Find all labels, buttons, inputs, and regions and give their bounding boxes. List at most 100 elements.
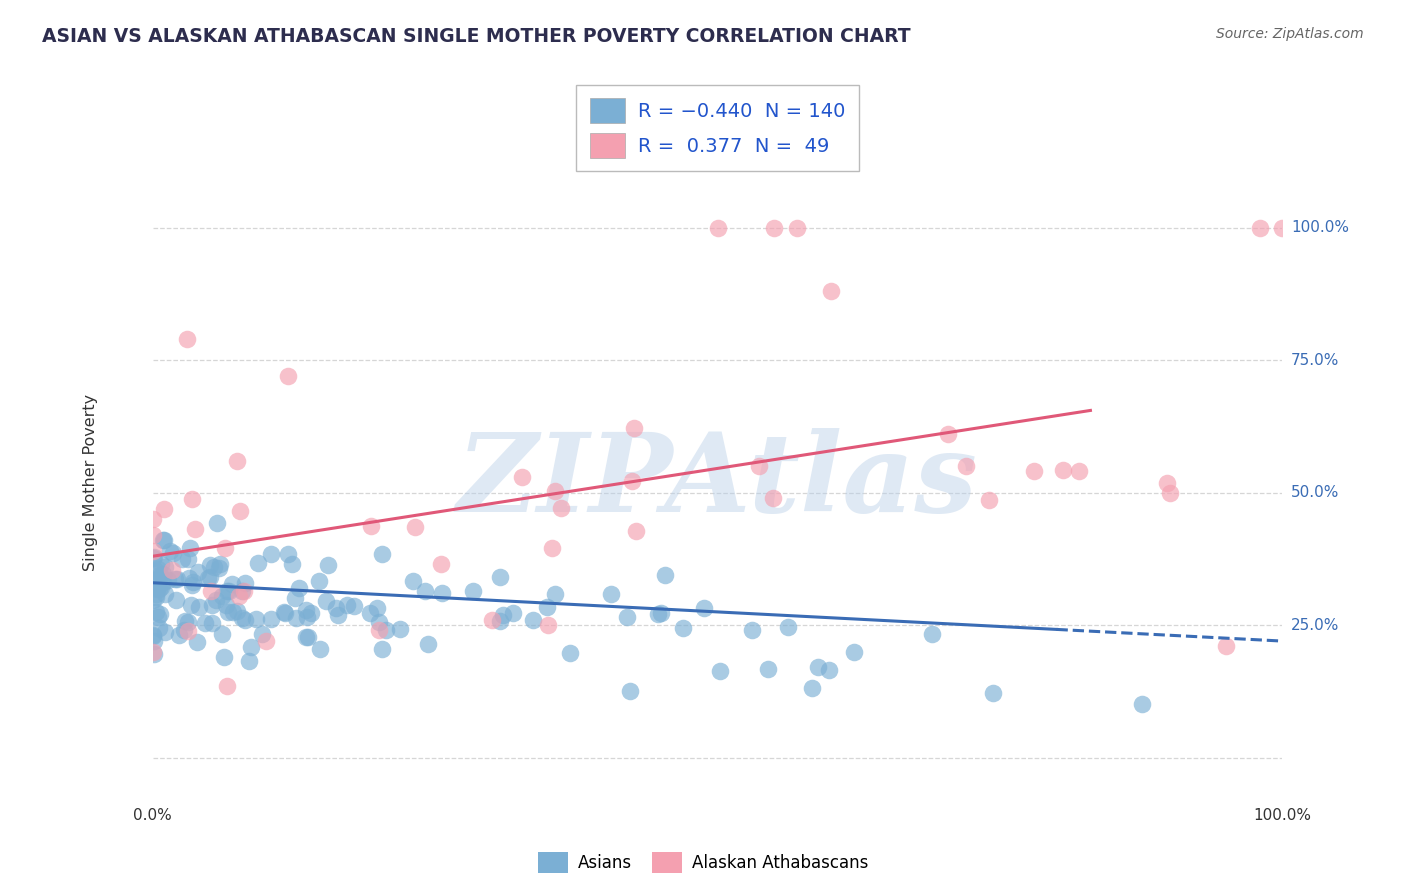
Point: [502, 607, 524, 621]
Point: [402, 574, 425, 588]
Text: 25.0%: 25.0%: [1291, 617, 1339, 632]
Point: [152, 575, 174, 590]
Point: [170, 551, 193, 566]
Point: [619, 684, 641, 698]
Point: [180, 577, 202, 591]
Point: [181, 492, 204, 507]
Point: [1069, 464, 1091, 478]
Point: [145, 564, 167, 578]
Point: [200, 583, 222, 598]
Point: [211, 626, 233, 640]
Text: ZIPAtlas: ZIPAtlas: [457, 428, 979, 536]
Point: [367, 624, 389, 638]
Point: [146, 582, 169, 597]
Point: [273, 606, 295, 620]
Point: [233, 613, 256, 627]
Point: [148, 621, 170, 635]
Point: [229, 504, 252, 518]
Point: [1130, 697, 1153, 711]
Point: [489, 570, 512, 584]
Point: [176, 624, 198, 638]
Point: [544, 484, 567, 499]
Point: [148, 562, 170, 576]
Point: [801, 681, 824, 695]
Point: [233, 584, 256, 599]
Point: [149, 607, 172, 622]
Point: [142, 593, 165, 607]
Point: [180, 598, 202, 612]
Point: [522, 613, 544, 627]
Point: [155, 587, 177, 601]
Point: [188, 599, 211, 614]
Point: [153, 624, 176, 639]
Point: [510, 470, 533, 484]
Point: [153, 560, 176, 574]
Point: [254, 634, 277, 648]
Point: [1215, 640, 1237, 654]
Point: [316, 558, 339, 572]
Point: [1156, 475, 1178, 490]
Point: [143, 647, 166, 661]
Point: [741, 623, 763, 637]
Text: Single Mother Poverty: Single Mother Poverty: [83, 393, 98, 571]
Point: [221, 577, 243, 591]
Point: [481, 613, 503, 627]
Text: 50.0%: 50.0%: [1291, 485, 1339, 500]
Point: [148, 582, 170, 596]
Point: [294, 603, 316, 617]
Point: [142, 544, 165, 558]
Point: [160, 563, 183, 577]
Point: [142, 550, 165, 565]
Point: [807, 660, 830, 674]
Point: [231, 583, 253, 598]
Point: [537, 618, 560, 632]
Point: [217, 605, 239, 619]
Point: [1022, 464, 1045, 478]
Point: [215, 599, 238, 613]
Point: [228, 589, 250, 603]
Point: [763, 220, 786, 235]
Point: [370, 642, 392, 657]
Point: [273, 605, 295, 619]
Point: [343, 599, 366, 613]
Point: [299, 607, 322, 621]
Point: [186, 635, 208, 649]
Point: [388, 622, 411, 636]
Point: [413, 584, 436, 599]
Point: [240, 640, 263, 655]
Point: [981, 686, 1004, 700]
Point: [142, 628, 165, 642]
Point: [173, 624, 195, 638]
Point: [368, 615, 391, 629]
Point: [179, 571, 201, 585]
Point: [152, 533, 174, 548]
Point: [936, 426, 959, 441]
Point: [371, 547, 394, 561]
Point: [626, 524, 648, 538]
Point: [277, 547, 299, 561]
Point: [212, 649, 235, 664]
Point: [198, 558, 221, 573]
Point: [194, 616, 217, 631]
Point: [162, 546, 184, 560]
Point: [145, 605, 167, 619]
Point: [488, 614, 510, 628]
Point: [163, 573, 186, 587]
Point: [977, 493, 1000, 508]
Point: [650, 606, 672, 620]
Point: [202, 560, 225, 574]
Point: [142, 645, 165, 659]
Point: [142, 629, 165, 643]
Point: [748, 459, 770, 474]
Point: [231, 611, 253, 625]
Point: [325, 600, 347, 615]
Point: [360, 519, 382, 533]
Point: [215, 584, 238, 599]
Point: [654, 568, 676, 582]
Point: [233, 575, 256, 590]
Point: [145, 572, 167, 586]
Point: [205, 516, 228, 531]
Point: [246, 556, 269, 570]
Point: [145, 587, 167, 601]
Point: [150, 557, 173, 571]
